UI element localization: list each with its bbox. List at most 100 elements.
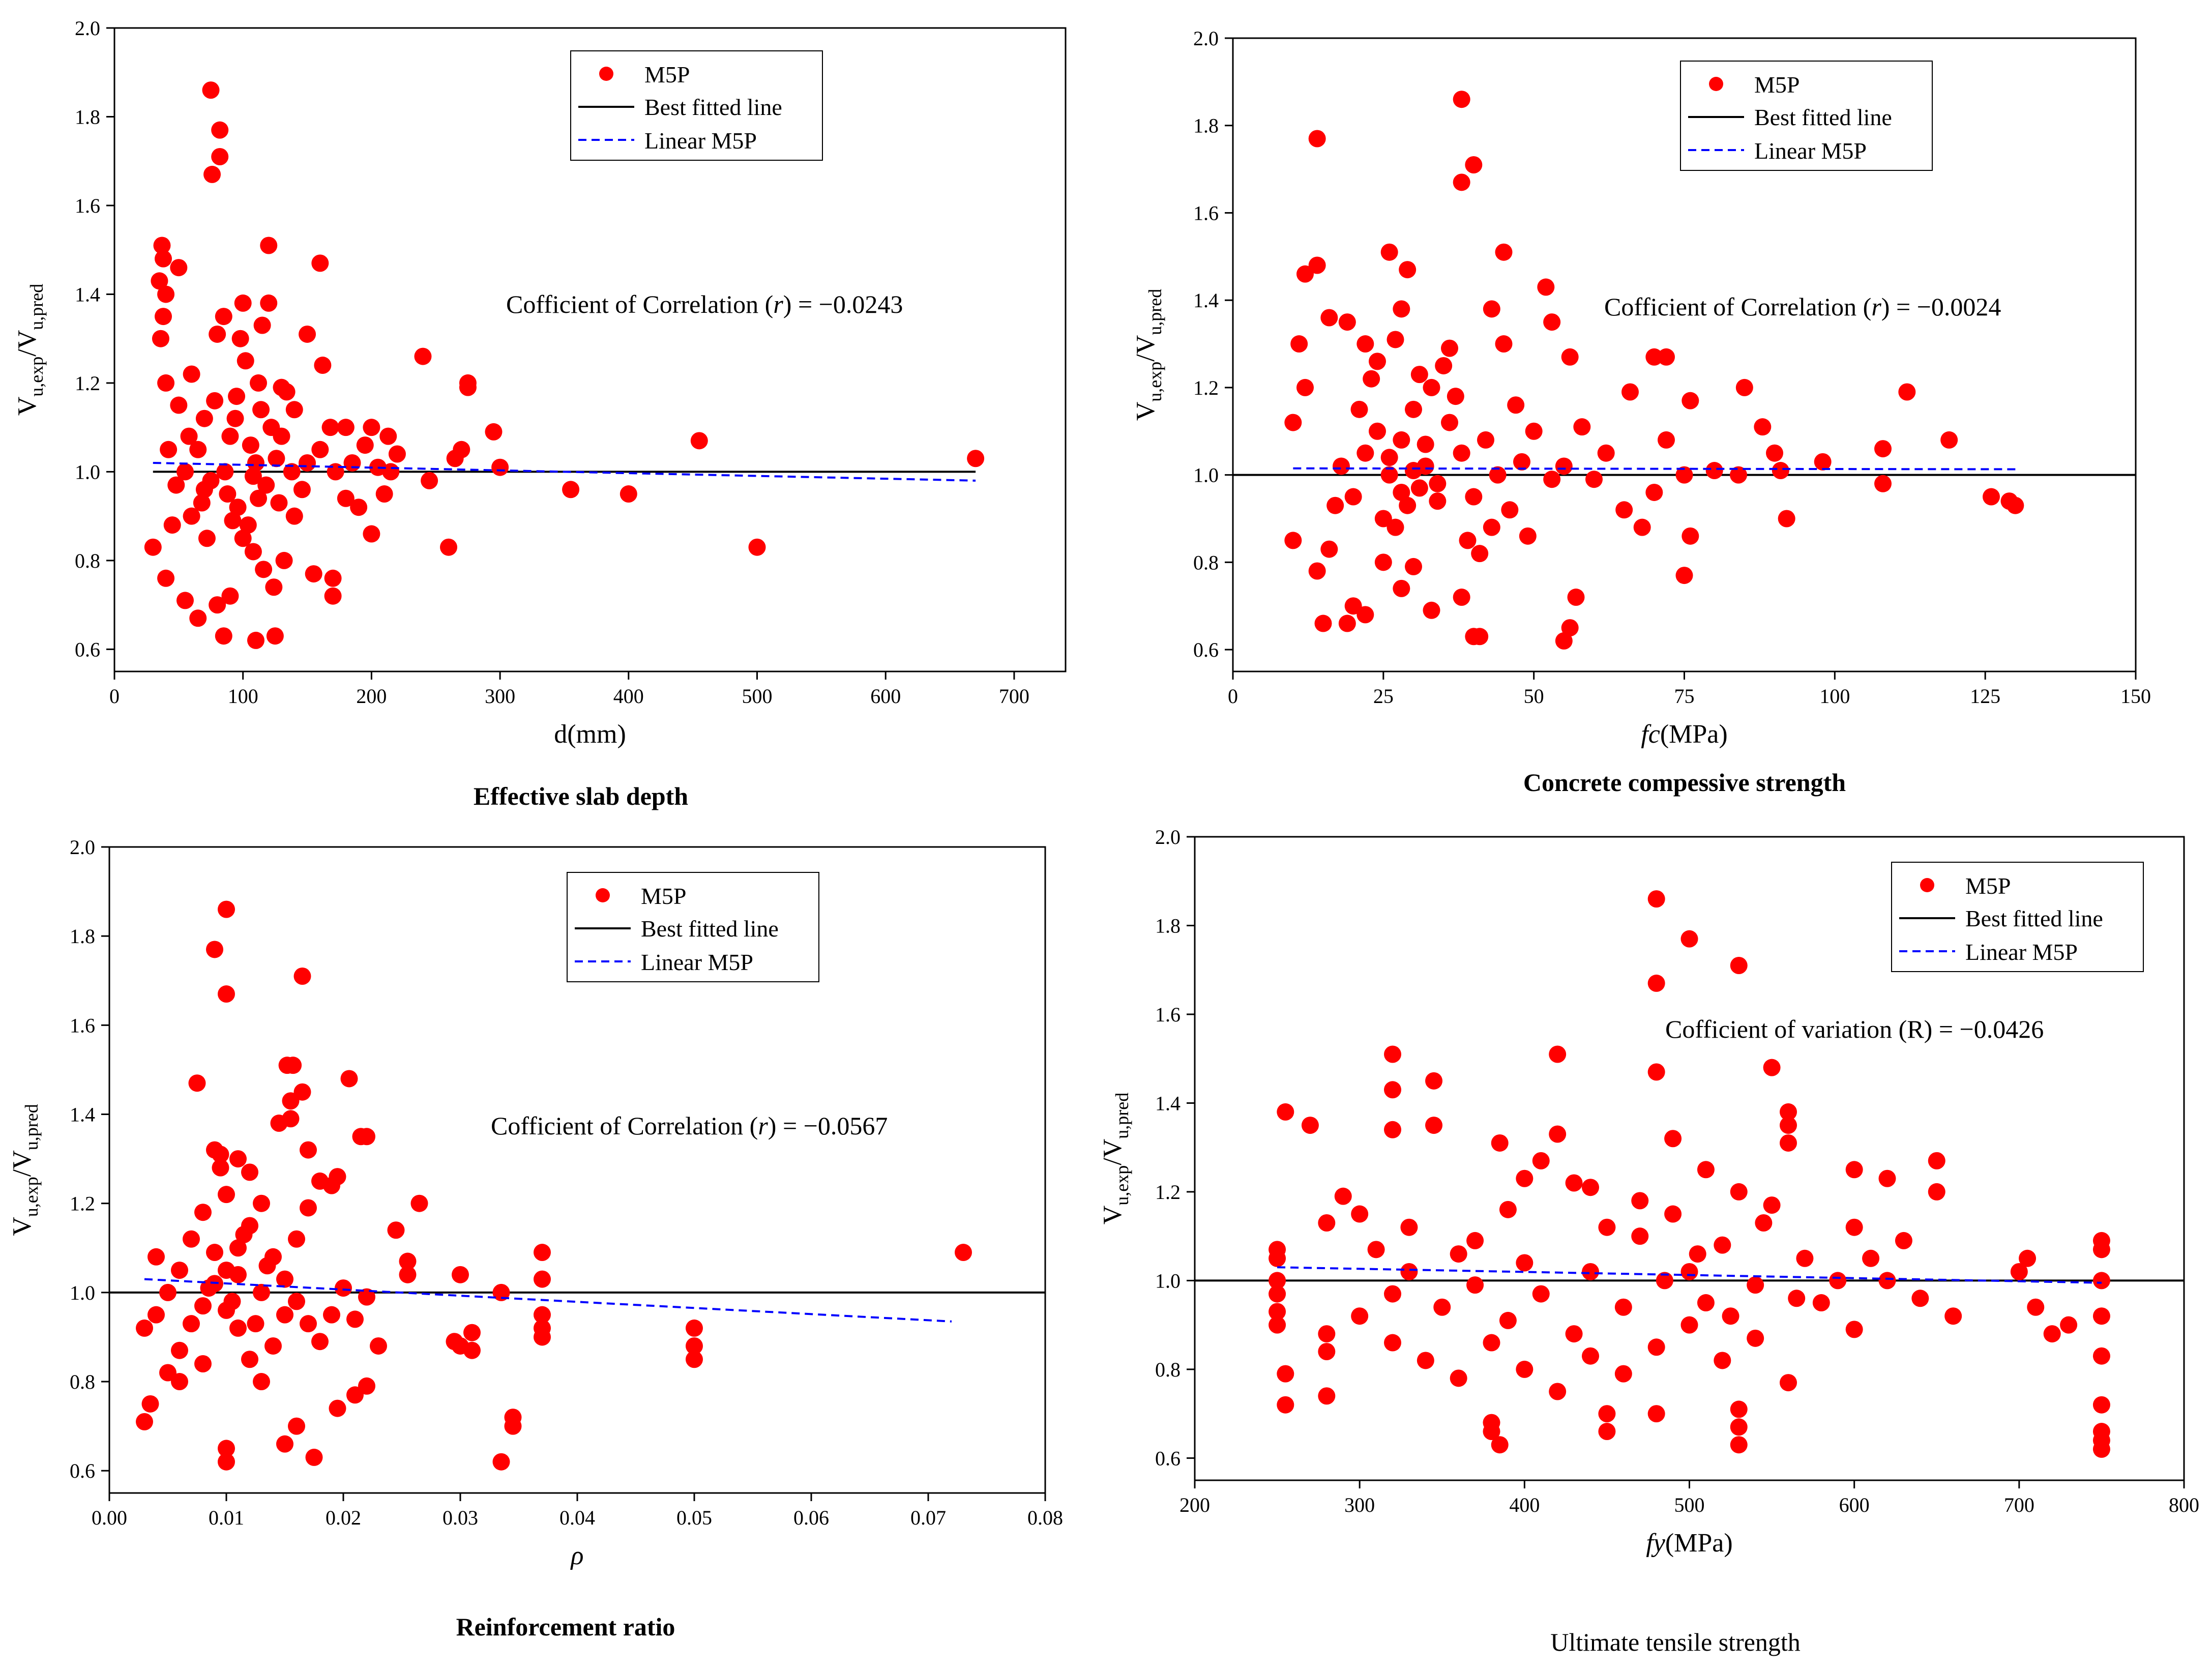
data-point	[1598, 1405, 1616, 1423]
data-point	[1525, 422, 1543, 440]
x-tick-label: 0.06	[793, 1506, 829, 1529]
chart-svg-fy: 200 300 400 500 600 700 800 0.6 0.8 1.0 1.2 1.4 1.6 1…	[1098, 826, 2199, 1656]
data-point	[218, 1186, 235, 1204]
y-tick-label: 0.6	[70, 1459, 95, 1482]
data-point	[209, 596, 226, 614]
data-point	[183, 1315, 200, 1333]
data-point	[215, 627, 232, 645]
data-point	[202, 81, 220, 99]
data-point	[239, 516, 257, 534]
y-tick-label: 2.0	[75, 17, 100, 40]
data-point	[2092, 1307, 2110, 1325]
y-tick-label: 1.4	[75, 283, 100, 306]
data-point	[1290, 335, 1308, 353]
data-point	[337, 419, 355, 436]
data-point	[1788, 1290, 1806, 1307]
data-point	[1697, 1294, 1715, 1312]
data-point	[284, 1057, 302, 1074]
data-point	[363, 419, 380, 436]
data-point	[247, 1315, 264, 1333]
data-point	[1549, 1125, 1567, 1143]
data-point	[1598, 1218, 1616, 1236]
data-point	[2019, 1249, 2037, 1267]
data-point	[1363, 370, 1380, 388]
y-tick-label: 0.8	[75, 549, 100, 572]
data-point	[1318, 1387, 1336, 1405]
data-point	[1320, 540, 1338, 558]
data-point	[1356, 606, 1374, 624]
data-point	[1477, 431, 1494, 449]
data-point	[229, 499, 247, 516]
data-point	[209, 325, 226, 343]
chart-svg-fc: 0 25 50 75 100 125 150 0.6 0.8 1.0 1.2 1.4 1.6 1.8 2.0…	[1131, 27, 2151, 797]
data-point	[1450, 1245, 1467, 1263]
data-point	[276, 1306, 293, 1324]
data-point	[1453, 444, 1470, 462]
y-tick-label: 1.0	[75, 460, 100, 483]
data-point	[155, 308, 172, 326]
data-point	[160, 441, 178, 458]
data-point	[242, 436, 259, 454]
data-point	[1615, 501, 1633, 519]
data-point	[1582, 1179, 1599, 1196]
y-tick-label: 1.8	[1193, 114, 1219, 137]
x-tick-label: 500	[742, 685, 773, 708]
data-point	[293, 968, 311, 985]
data-point	[2092, 1396, 2110, 1414]
data-point	[1585, 471, 1603, 488]
legend-box	[567, 872, 819, 982]
data-point	[247, 454, 264, 472]
data-point	[1647, 974, 1665, 992]
data-point	[1318, 1343, 1336, 1360]
data-point	[1565, 1174, 1583, 1192]
data-point	[1730, 466, 1747, 484]
data-point	[1829, 1272, 1847, 1290]
data-point	[1453, 589, 1470, 606]
data-point	[1874, 440, 1892, 458]
data-point	[1400, 1218, 1418, 1236]
data-point	[1656, 1272, 1673, 1290]
y-tick-label: 1.8	[1155, 914, 1181, 937]
data-point	[234, 294, 252, 312]
data-point	[1334, 1187, 1352, 1205]
y-tick-label: 1.8	[70, 925, 95, 948]
data-point	[148, 1248, 165, 1266]
data-point	[1567, 589, 1585, 606]
data-point	[1845, 1218, 1863, 1236]
data-point	[282, 1092, 300, 1110]
data-point	[1735, 378, 1753, 396]
data-point	[229, 1239, 247, 1257]
data-point	[275, 551, 293, 569]
data-point	[1314, 614, 1332, 632]
data-point	[1296, 265, 1314, 283]
data-point	[266, 627, 284, 645]
data-point	[686, 1351, 703, 1368]
x-tick-label: 125	[1970, 685, 2000, 708]
data-point	[323, 1306, 340, 1324]
x-tick-label: 150	[2120, 685, 2151, 708]
x-tick-label: 0.00	[92, 1506, 127, 1529]
data-point	[1747, 1276, 1764, 1294]
legend: M5P Best fitted line Linear M5P	[1891, 862, 2144, 972]
y-tick-label: 2.0	[1155, 826, 1181, 848]
y-tick-label: 0.6	[1155, 1447, 1181, 1470]
legend-marker-m5p	[1920, 878, 1934, 892]
data-point	[1730, 1400, 1748, 1418]
data-point	[414, 347, 432, 365]
data-point	[1393, 431, 1410, 449]
data-point	[151, 272, 168, 290]
data-point	[375, 485, 393, 503]
x-tick-label: 600	[1839, 1494, 1870, 1516]
data-point	[2043, 1325, 2061, 1343]
data-point	[1350, 400, 1368, 418]
correlation-annotation: Cofficient of Correlation (r) = −0.0024	[1604, 292, 2001, 321]
data-point	[1450, 1369, 1467, 1387]
data-point	[264, 1337, 282, 1355]
data-point	[250, 374, 268, 392]
data-point	[1645, 348, 1663, 366]
data-point	[1878, 1169, 1896, 1187]
data-point	[346, 1386, 364, 1404]
data-point	[1380, 449, 1398, 466]
data-point	[1911, 1290, 1929, 1307]
data-point	[1393, 300, 1410, 318]
